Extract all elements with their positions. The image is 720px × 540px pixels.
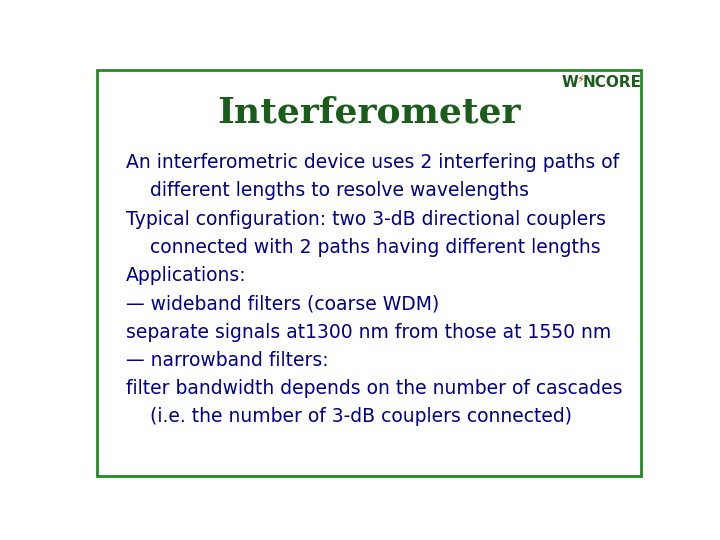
FancyBboxPatch shape — [96, 70, 642, 476]
Text: separate signals at1300 nm from those at 1550 nm: separate signals at1300 nm from those at… — [126, 323, 611, 342]
Text: Applications:: Applications: — [126, 266, 247, 285]
Text: filter bandwidth depends on the number of cascades: filter bandwidth depends on the number o… — [126, 379, 623, 398]
Text: NCORE: NCORE — [582, 75, 641, 90]
Text: different lengths to resolve wavelengths: different lengths to resolve wavelengths — [126, 181, 529, 200]
Text: Typical configuration: two 3-dB directional couplers: Typical configuration: two 3-dB directio… — [126, 210, 606, 228]
Text: (i.e. the number of 3-dB couplers connected): (i.e. the number of 3-dB couplers connec… — [126, 408, 572, 427]
Text: W: W — [562, 75, 578, 90]
Text: — narrowband filters:: — narrowband filters: — [126, 351, 329, 370]
Text: ⚡: ⚡ — [576, 75, 584, 85]
Text: — wideband filters (coarse WDM): — wideband filters (coarse WDM) — [126, 294, 439, 313]
Text: An interferometric device uses 2 interfering paths of: An interferometric device uses 2 interfe… — [126, 153, 619, 172]
Text: connected with 2 paths having different lengths: connected with 2 paths having different … — [126, 238, 601, 257]
Text: Interferometer: Interferometer — [217, 96, 521, 130]
